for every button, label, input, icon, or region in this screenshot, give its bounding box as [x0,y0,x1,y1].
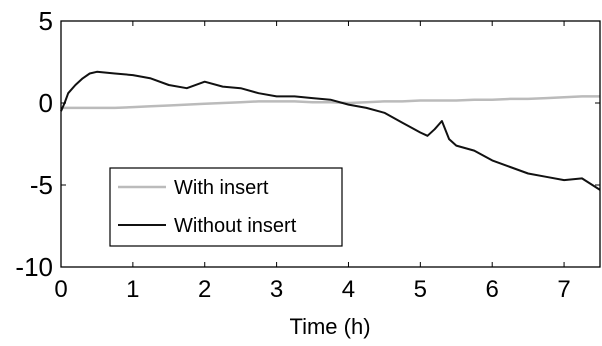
x-tick-label: 1 [126,276,139,303]
series-line-1 [61,95,600,110]
x-tick-label: 4 [342,276,355,303]
x-axis-label: Time (h) [289,314,370,339]
series-line-2 [60,70,601,191]
x-tick-label: 3 [270,276,283,303]
series-layer [60,70,601,191]
x-tick-label: 2 [198,276,211,303]
ticks-layer: 0 1 2 3 4 5 6 7 -10 -5 0 5 [15,6,600,303]
legend: With insert Without insert [109,167,343,247]
y-tick-label: 0 [39,88,53,118]
legend-label-1: With insert [174,177,269,199]
x-tick-label: 5 [414,276,427,303]
y-tick-label: 5 [39,6,53,36]
x-tick-label: 6 [486,276,499,303]
x-tick-label: 7 [557,276,570,303]
legend-box [109,167,343,247]
plot-frame [60,20,601,268]
x-tick-label: 0 [54,276,67,303]
legend-label-2: Without insert [174,215,297,237]
y-tick-label: -5 [30,170,53,200]
y-tick-label: -10 [15,252,53,282]
